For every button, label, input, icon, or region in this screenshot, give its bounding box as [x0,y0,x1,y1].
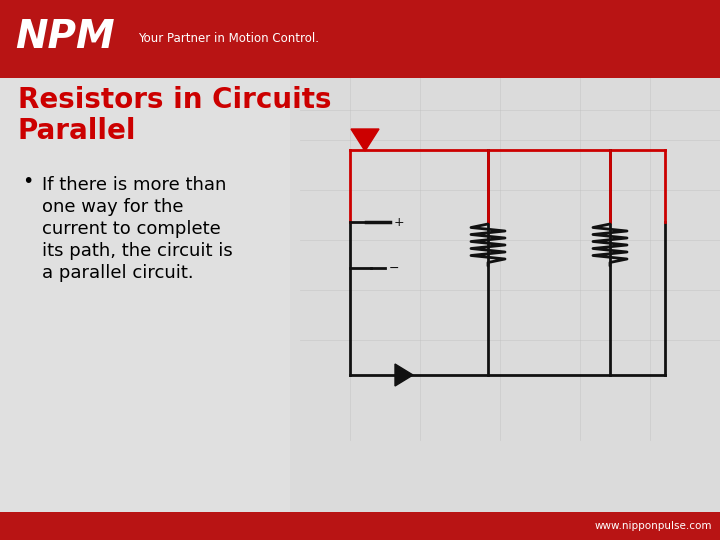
Text: www.nipponpulse.com: www.nipponpulse.com [595,521,712,531]
Text: NPM: NPM [15,18,114,56]
Text: current to complete: current to complete [42,220,221,238]
Text: −: − [389,261,400,274]
Polygon shape [395,364,413,386]
Text: Your Partner in Motion Control.: Your Partner in Motion Control. [138,32,319,45]
Text: +: + [394,215,405,228]
Bar [0,0,720,78]
Text: a parallel circuit.: a parallel circuit. [42,264,194,282]
Text: Resistors in Circuits
Parallel: Resistors in Circuits Parallel [18,86,331,145]
Polygon shape [351,129,379,151]
Bar [0,512,720,540]
Text: one way for the: one way for the [42,198,184,216]
Bar [290,78,720,512]
Text: If there is more than: If there is more than [42,176,226,194]
Text: its path, the circuit is: its path, the circuit is [42,242,233,260]
Text: •: • [22,172,33,191]
